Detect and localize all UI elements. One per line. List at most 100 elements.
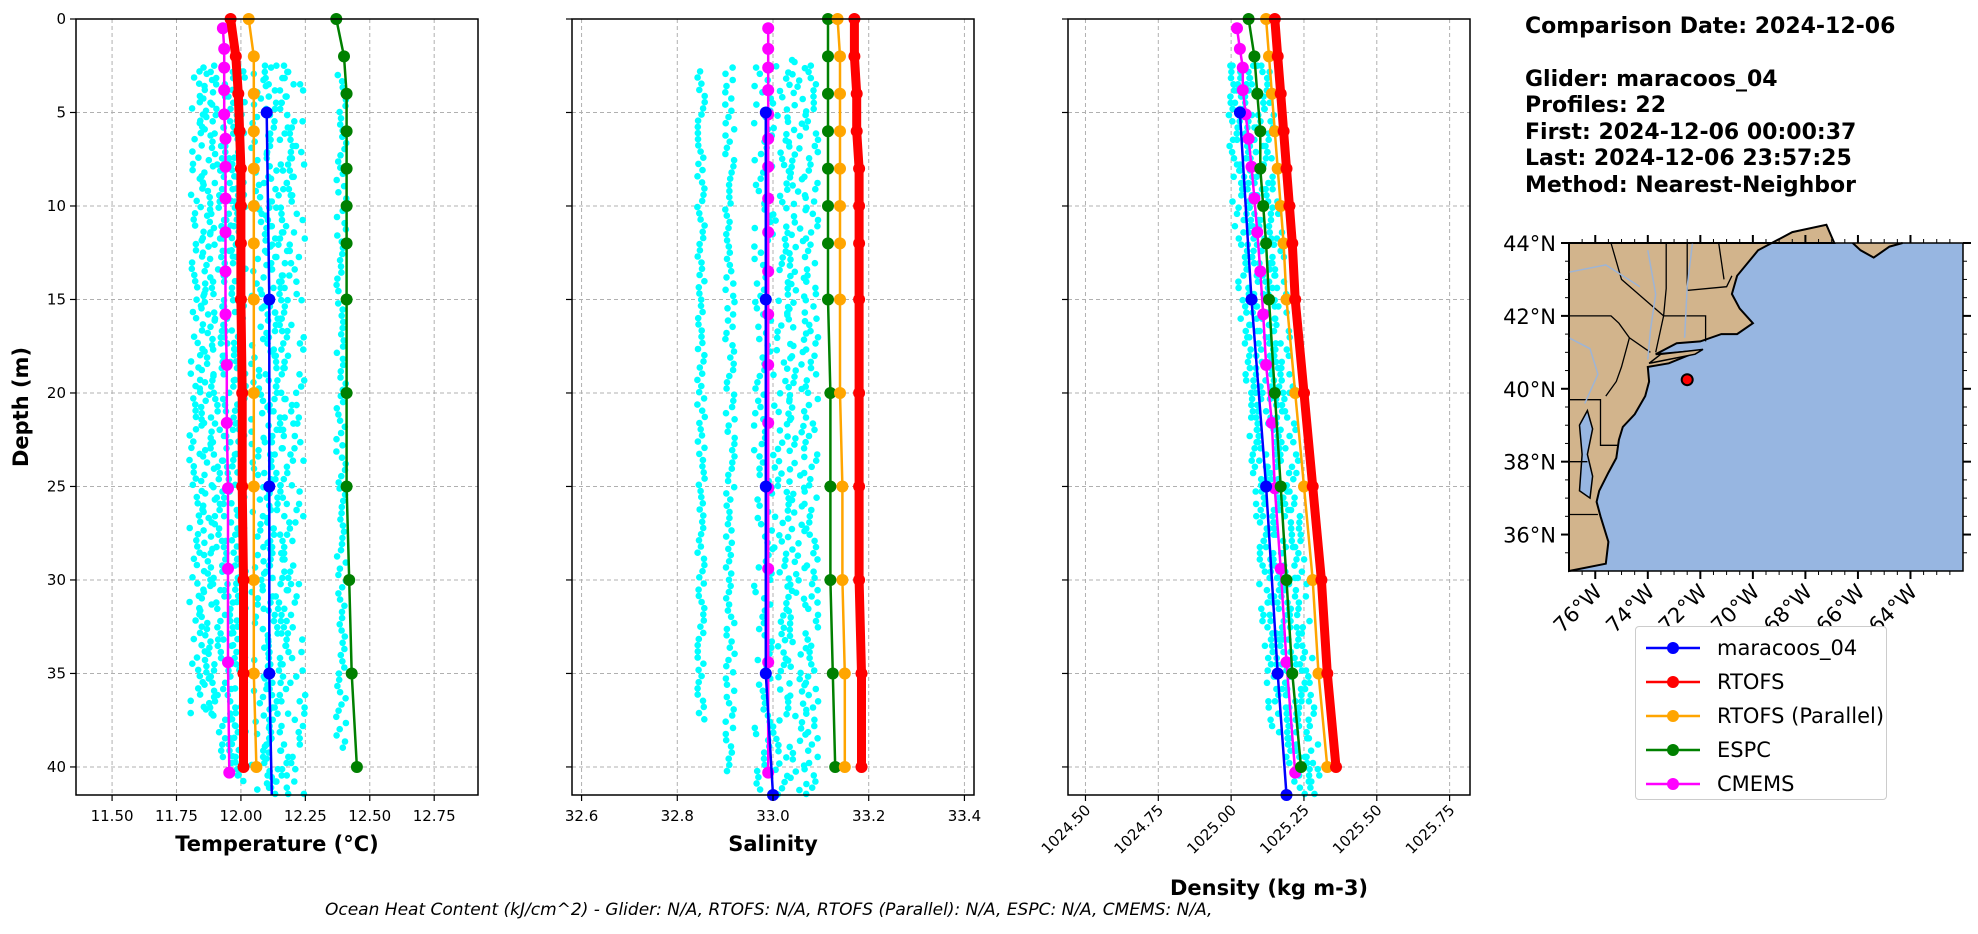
glider-point (192, 413, 200, 421)
series-point-cmems (762, 562, 775, 575)
glider-point (284, 68, 291, 76)
glider-point (1234, 124, 1241, 131)
series-point-cmems (222, 562, 234, 575)
glider-point (1263, 74, 1271, 82)
series-point-maracoos-04 (263, 293, 276, 306)
glider-point (281, 358, 288, 366)
glider-point (778, 260, 786, 268)
glider-point (210, 574, 217, 582)
glider-point (699, 463, 706, 470)
glider-point (786, 262, 794, 269)
glider-point (1228, 148, 1236, 156)
glider-point (186, 456, 193, 464)
glider-point (338, 509, 345, 517)
glider-point (1283, 716, 1291, 724)
glider-point (211, 179, 219, 187)
glider-point (723, 625, 731, 633)
x-tick-label: 1025.00 (1183, 801, 1240, 858)
glider-point (198, 366, 206, 374)
glider-point (725, 181, 733, 189)
legend: maracoos_04 RTOFS RTOFS (Parallel) ESPC CMEM… (1635, 626, 1887, 800)
glider-point (1278, 358, 1286, 366)
glider-point (284, 469, 291, 477)
glider-point (200, 551, 208, 559)
glider-point (1279, 685, 1286, 693)
glider-point (284, 710, 292, 717)
glider-point (727, 200, 734, 207)
glider-point (201, 126, 208, 133)
glider-point (780, 624, 788, 632)
glider-point (276, 691, 284, 699)
glider-point (790, 509, 798, 516)
glider-point (193, 537, 200, 544)
glider-point (810, 87, 817, 94)
glider-point (1314, 741, 1322, 748)
glider-point (333, 553, 341, 560)
glider-point (333, 448, 340, 455)
glider-point (776, 686, 784, 693)
glider-point (208, 284, 216, 292)
glider-point (694, 376, 701, 384)
glider-point (202, 286, 209, 294)
glider-point (785, 410, 792, 418)
glider-point (341, 633, 349, 640)
glider-point (801, 765, 808, 773)
glider-point (269, 432, 276, 440)
glider-point (287, 759, 295, 767)
series-point-rtofs (236, 480, 249, 493)
glider-point (215, 475, 223, 483)
glider-point (805, 759, 813, 767)
glider-point (1227, 74, 1235, 82)
series-point-rtofs (237, 667, 250, 680)
glider-point (805, 432, 813, 440)
glider-point (754, 379, 761, 386)
glider-point (810, 772, 818, 779)
series-point-rtofs-parallel- (1280, 293, 1293, 306)
glider-point (728, 446, 736, 454)
series-point-cmems (219, 308, 232, 321)
glider-point (1294, 574, 1302, 582)
glider-point (226, 118, 234, 125)
glider-point (768, 527, 776, 534)
glider-point (226, 179, 233, 187)
glider-point (800, 595, 808, 603)
glider-point (228, 247, 235, 254)
glider-point (779, 198, 786, 206)
glider-point (786, 478, 793, 485)
glider-point (280, 432, 288, 440)
glider-point (291, 599, 299, 606)
glider-point (269, 593, 277, 600)
glider-point (283, 784, 291, 791)
glider-point (339, 639, 346, 647)
glider-point (298, 296, 305, 304)
glider-point (270, 346, 278, 353)
series-point-cmems (762, 192, 775, 205)
glider-point (1256, 556, 1264, 563)
glider-point (336, 565, 344, 572)
glider-point (212, 111, 220, 119)
glider-point (806, 321, 813, 329)
glider-point (776, 390, 784, 397)
glider-point (1285, 469, 1293, 477)
glider-point (283, 500, 291, 508)
series-point-rtofs-parallel- (838, 761, 851, 773)
glider-point (213, 599, 220, 606)
glider-point (778, 630, 785, 638)
glider-point (812, 340, 819, 347)
glider-point (277, 580, 284, 588)
glider-point (279, 574, 286, 582)
series-point-rtofs (853, 387, 866, 399)
glider-point (807, 327, 814, 335)
glider-point (698, 493, 705, 501)
glider-point (722, 730, 730, 738)
glider-point (723, 237, 731, 244)
glider-point (301, 704, 308, 711)
series-point-maracoos-04 (263, 667, 276, 680)
glider-point (753, 780, 760, 787)
glider-point (756, 502, 763, 510)
glider-point (203, 113, 210, 121)
glider-point (276, 654, 284, 662)
y-tick-label: 10 (47, 197, 66, 215)
glider-point (782, 75, 790, 82)
glider-point (810, 99, 818, 107)
